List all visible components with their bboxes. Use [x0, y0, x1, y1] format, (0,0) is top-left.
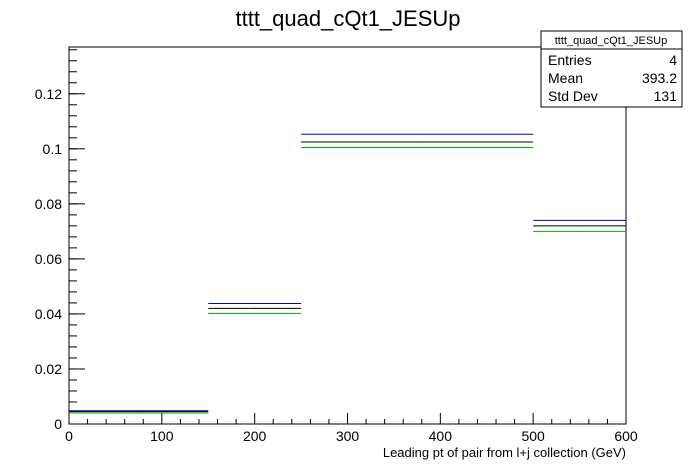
- stats-mean-label: Mean: [548, 70, 583, 86]
- y-tick-label: 0: [54, 416, 62, 432]
- y-tick-label: 0.02: [35, 361, 62, 377]
- x-axis: 0 100 200 300 400 500 600: [65, 413, 638, 444]
- y-tick-label: 0.06: [35, 251, 62, 267]
- stats-box: tttt_quad_cQt1_JESUp Entries 4 Mean 393.…: [540, 30, 683, 108]
- histogram-bins: [69, 133, 626, 414]
- y-axis: 0 0.02 0.04 0.06 0.08 0.1 0.12: [35, 49, 85, 432]
- stats-stddev-label: Std Dev: [548, 88, 598, 104]
- stats-box-frame: [540, 30, 683, 108]
- x-tick-label: 500: [521, 428, 545, 444]
- stats-entries-label: Entries: [548, 52, 592, 68]
- stats-stddev-value: 131: [654, 88, 678, 104]
- bin-0-marker: [138, 411, 140, 413]
- y-tick-label: 0.04: [35, 306, 62, 322]
- y-tick-label: 0.12: [35, 86, 62, 102]
- x-axis-title: Leading pt of pair from l+j collection (…: [383, 445, 626, 460]
- x-tick-label: 400: [429, 428, 453, 444]
- chart-title: tttt_quad_cQt1_JESUp: [235, 6, 460, 31]
- bin-2-marker: [416, 141, 418, 143]
- x-tick-label: 100: [150, 428, 174, 444]
- bin-1-marker: [254, 307, 256, 310]
- x-tick-label: 300: [336, 428, 360, 444]
- y-tick-label: 0.08: [35, 196, 62, 212]
- x-tick-label: 600: [614, 428, 638, 444]
- bin-3-marker: [578, 225, 581, 227]
- stats-box-name: tttt_quad_cQt1_JESUp: [555, 35, 668, 47]
- stats-entries-value: 4: [669, 52, 677, 68]
- y-tick-label: 0.1: [43, 141, 63, 157]
- stats-mean-value: 393.2: [642, 70, 677, 86]
- x-tick-label: 200: [243, 428, 267, 444]
- x-tick-label: 0: [65, 428, 73, 444]
